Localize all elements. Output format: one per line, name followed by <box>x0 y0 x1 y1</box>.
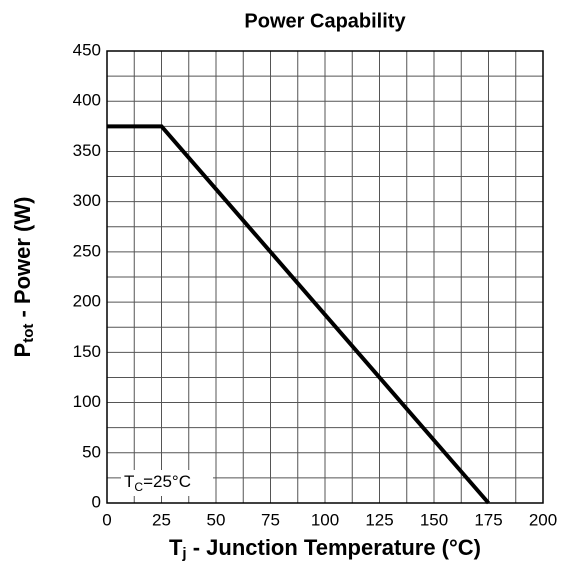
x-label-main: T <box>169 535 183 560</box>
y-label-rest: - Power (W) <box>10 197 35 324</box>
x-tick-label: 125 <box>365 510 393 529</box>
y-tick-label: 150 <box>73 342 101 361</box>
x-tick-label: 200 <box>529 510 557 529</box>
y-tick-label: 200 <box>73 292 101 311</box>
x-tick-label: 150 <box>420 510 448 529</box>
x-tick-label: 25 <box>152 510 171 529</box>
y-tick-label: 50 <box>82 442 101 461</box>
annotation-sub: C <box>134 480 143 494</box>
chart-title: Power Capability <box>244 10 406 32</box>
annotation-main: T <box>124 472 134 491</box>
y-tick-label: 350 <box>73 141 101 160</box>
y-tick-label: 0 <box>92 492 101 511</box>
y-tick-label: 100 <box>73 392 101 411</box>
y-tick-label: 250 <box>73 241 101 260</box>
x-tick-label: 0 <box>102 510 111 529</box>
x-tick-label: 75 <box>261 510 280 529</box>
y-tick-label: 400 <box>73 91 101 110</box>
x-tick-label: 175 <box>474 510 502 529</box>
x-label-sub: j <box>181 545 186 562</box>
annotation-box <box>121 470 213 496</box>
x-label-rest: - Junction Temperature (°C) <box>187 535 481 560</box>
data-line <box>107 124 491 505</box>
x-tick-label: 50 <box>207 510 226 529</box>
annotation-rest: =25°C <box>143 472 191 491</box>
x-tick-label: 100 <box>311 510 339 529</box>
y-label-main: P <box>10 343 35 358</box>
y-axis-label: Ptot - Power (W) <box>10 197 37 358</box>
y-label-sub: tot <box>20 324 37 343</box>
annotation: TC=25°C <box>124 472 191 494</box>
x-axis-label: Tj - Junction Temperature (°C) <box>169 535 481 562</box>
plot-frame <box>106 50 544 504</box>
y-tick-label: 300 <box>73 191 101 210</box>
y-tick-label: 450 <box>73 40 101 59</box>
